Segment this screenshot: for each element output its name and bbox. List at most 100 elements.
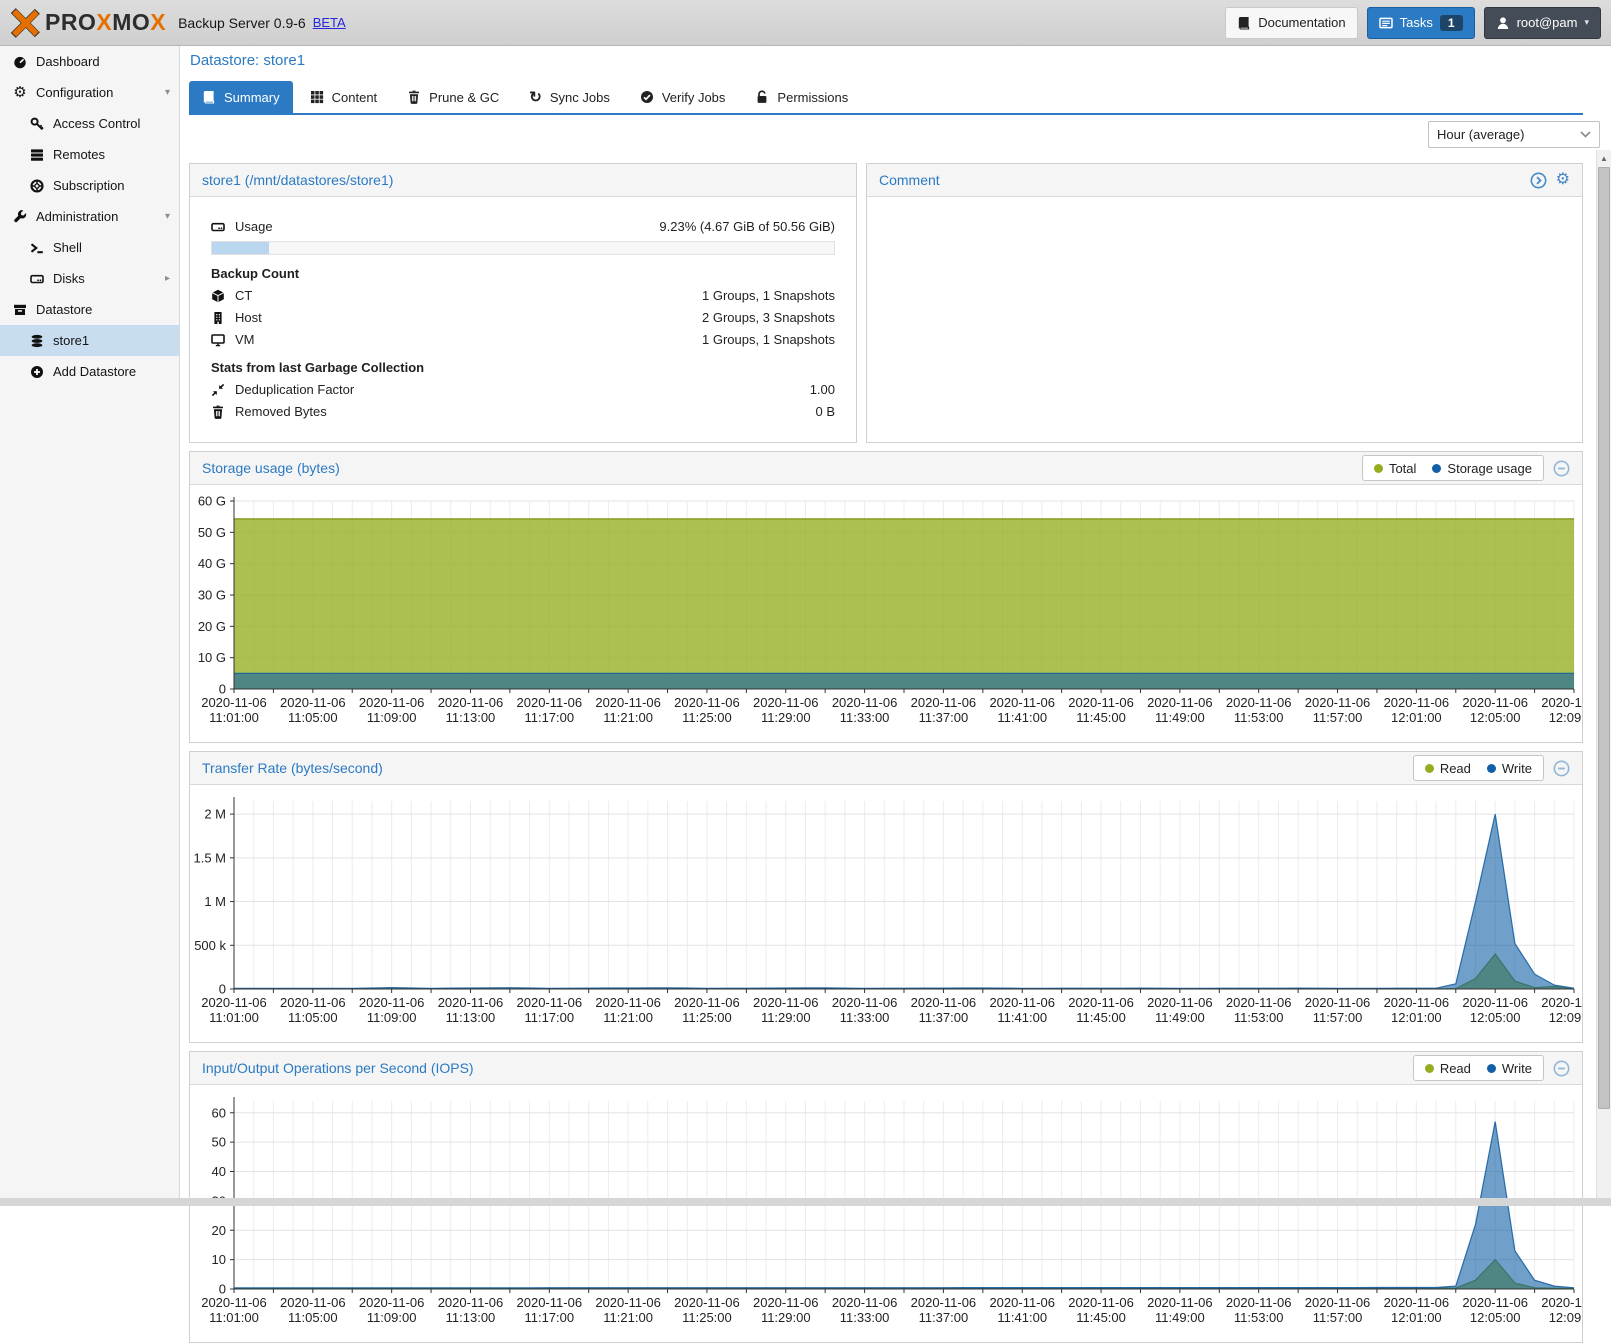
tab-label: Verify Jobs: [661, 89, 726, 105]
svg-text:12:05:00: 12:05:00: [1470, 1310, 1521, 1324]
iops-chart-panel: Input/Output Operations per Second (IOPS…: [189, 1051, 1583, 1343]
datastore-summary-title: store1 (/mnt/datastores/store1): [202, 172, 394, 188]
sidebar-nav: Dashboard ⚙ Configuration ▾ Access Control Re…: [0, 46, 180, 1198]
stat-label: CT: [235, 288, 253, 303]
legend-label: Storage usage: [1447, 460, 1532, 476]
wrench-icon: [12, 209, 28, 224]
svg-text:0: 0: [219, 682, 226, 697]
legend-dot-icon: [1432, 463, 1442, 473]
circle-minus-icon[interactable]: [1553, 760, 1570, 777]
svg-text:2020-11-06: 2020-11-06: [753, 695, 819, 710]
legend-item[interactable]: Write: [1486, 1061, 1532, 1076]
cube-icon: [211, 289, 228, 303]
stat-value: 0 B: [815, 404, 835, 419]
scroll-up-arrow-icon[interactable]: ▲: [1600, 154, 1608, 163]
trash-icon: [407, 90, 421, 104]
grid-icon: [310, 90, 324, 104]
svg-text:2020-11-06: 2020-11-06: [1305, 1295, 1371, 1310]
circle-minus-icon[interactable]: [1553, 1060, 1570, 1077]
documentation-button[interactable]: Documentation: [1225, 6, 1358, 39]
datastore-summary-header: store1 (/mnt/datastores/store1): [190, 164, 856, 197]
user-menu-button[interactable]: root@pam ▾: [1483, 6, 1601, 39]
brand-letter: MO: [112, 9, 151, 35]
tasks-button[interactable]: Tasks 1: [1366, 6, 1475, 39]
svg-text:11:25:00: 11:25:00: [682, 1310, 732, 1324]
svg-text:2020-11-06: 2020-11-06: [1462, 695, 1528, 710]
storage-chart-title: Storage usage (bytes): [202, 460, 340, 476]
svg-text:40: 40: [212, 1164, 226, 1179]
svg-text:2020-11-06: 2020-11-06: [989, 995, 1055, 1010]
usage-progress-fill: [212, 242, 270, 254]
chevron-right-icon[interactable]: ▸: [164, 273, 170, 284]
svg-text:60 G: 60 G: [198, 494, 226, 509]
legend-item[interactable]: Total: [1373, 461, 1416, 476]
svg-text:2020-11-06: 2020-11-06: [595, 695, 661, 710]
sidebar-item-dashboard[interactable]: Dashboard: [0, 46, 179, 77]
sidebar-item-administration[interactable]: Administration ▾: [0, 201, 179, 232]
svg-text:11:53:00: 11:53:00: [1234, 710, 1284, 724]
sidebar-item-datastore[interactable]: Datastore: [0, 294, 179, 325]
chevron-down-icon[interactable]: ▾: [164, 211, 170, 222]
tab-sync-jobs[interactable]: ↻ Sync Jobs: [516, 81, 623, 113]
svg-text:11:45:00: 11:45:00: [1076, 710, 1126, 724]
tab-verify-jobs[interactable]: Verify Jobs: [627, 81, 739, 113]
stat-value: 1.00: [809, 382, 835, 397]
tab-permissions[interactable]: Permissions: [742, 81, 861, 113]
chevron-down-icon[interactable]: ▾: [164, 87, 170, 98]
svg-text:1.5 M: 1.5 M: [193, 850, 226, 865]
legend-dot-icon: [1424, 763, 1434, 773]
timeframe-value: Hour (average): [1437, 127, 1525, 142]
gears-icon: ⚙: [13, 84, 27, 101]
transfer-legend[interactable]: Read Write: [1412, 755, 1544, 781]
svg-text:2020-11-06: 2020-11-06: [201, 995, 267, 1010]
sidebar-item-access-control[interactable]: Access Control: [0, 108, 179, 139]
sidebar-item-remotes[interactable]: Remotes: [0, 139, 179, 170]
svg-text:20: 20: [212, 1223, 226, 1238]
sidebar-item-subscription[interactable]: Subscription: [0, 170, 179, 201]
svg-text:11:53:00: 11:53:00: [1234, 1310, 1284, 1324]
svg-text:11:01:00: 11:01:00: [209, 710, 259, 724]
tab-content[interactable]: Content: [297, 81, 391, 113]
svg-text:2020-11-06: 2020-11-06: [201, 695, 267, 710]
sidebar-item-store1[interactable]: store1: [0, 325, 179, 356]
tab-prune-gc[interactable]: Prune & GC: [394, 81, 512, 113]
svg-text:11:13:00: 11:13:00: [446, 710, 496, 724]
storage-chart-canvas: 010 G20 G30 G40 G50 G60 G2020-11-0611:01…: [198, 494, 1582, 725]
tab-label: Permissions: [777, 89, 849, 105]
scrollbar-thumb[interactable]: [1598, 167, 1610, 1109]
gear-icon[interactable]: ⚙: [1555, 171, 1570, 188]
svg-text:11:09:00: 11:09:00: [367, 1010, 417, 1024]
beta-link[interactable]: BETA: [312, 15, 346, 30]
svg-text:11:41:00: 11:41:00: [997, 1310, 1047, 1324]
svg-text:0: 0: [219, 982, 226, 997]
tab-summary[interactable]: Summary: [189, 81, 293, 113]
legend-item[interactable]: Write: [1486, 761, 1532, 776]
iops-legend[interactable]: Read Write: [1412, 1055, 1544, 1081]
sidebar-item-disks[interactable]: Disks ▸: [0, 263, 179, 294]
sidebar-item-add-datastore[interactable]: Add Datastore: [0, 356, 179, 387]
legend-item[interactable]: Read: [1424, 761, 1471, 776]
sidebar-item-shell[interactable]: Shell: [0, 232, 179, 263]
circle-chevron-right-icon[interactable]: [1530, 172, 1547, 189]
legend-item[interactable]: Storage usage: [1432, 461, 1532, 476]
svg-text:11:09:00: 11:09:00: [367, 1310, 417, 1324]
svg-text:2020-11-06: 2020-11-06: [674, 1295, 740, 1310]
svg-text:2020-11-06: 2020-11-06: [359, 995, 425, 1010]
section-title: Backup Count: [211, 266, 300, 281]
vertical-scrollbar[interactable]: ▲: [1596, 150, 1611, 1198]
svg-text:12:09:00: 12:09:00: [1549, 710, 1582, 724]
svg-text:2020-11-06: 2020-11-06: [359, 1295, 425, 1310]
brand-letter: PRO: [45, 9, 97, 35]
svg-text:2020-11-06: 2020-11-06: [832, 695, 898, 710]
timeframe-select[interactable]: Hour (average): [1428, 121, 1600, 148]
gauge-icon: [12, 55, 28, 69]
svg-text:2020-11-06: 2020-11-06: [1305, 695, 1371, 710]
svg-text:11:49:00: 11:49:00: [1155, 710, 1205, 724]
storage-legend[interactable]: Total Storage usage: [1361, 455, 1544, 481]
legend-item[interactable]: Read: [1424, 1061, 1471, 1076]
sidebar-item-configuration[interactable]: ⚙ Configuration ▾: [0, 77, 179, 108]
terminal-icon: [29, 241, 45, 255]
stat-label: Host: [235, 310, 262, 325]
svg-text:11:45:00: 11:45:00: [1076, 1010, 1126, 1024]
circle-minus-icon[interactable]: [1553, 460, 1570, 477]
